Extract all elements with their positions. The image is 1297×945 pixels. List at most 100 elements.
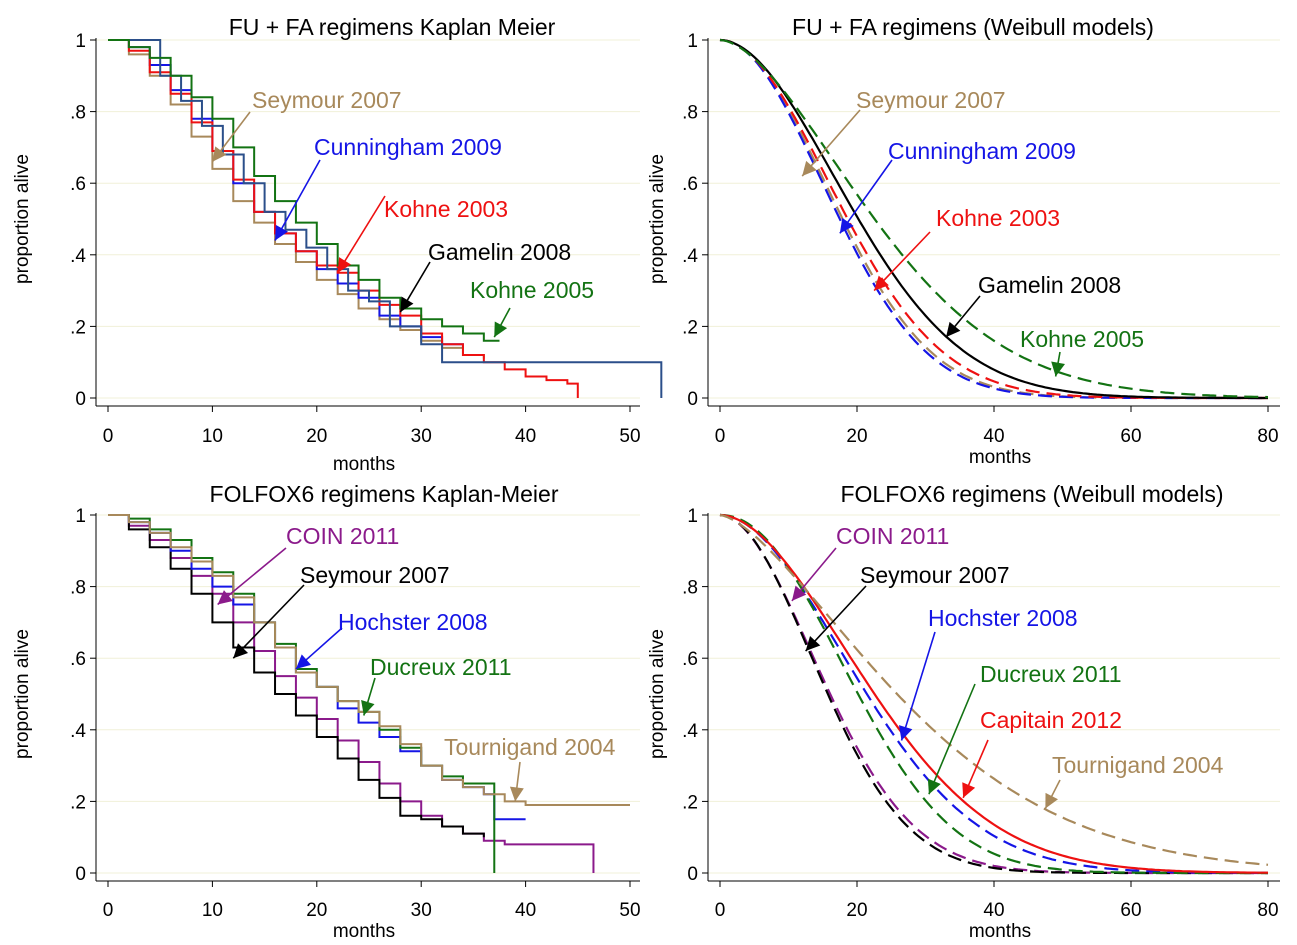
annotation-label: Seymour 2007	[252, 87, 402, 113]
x-tick-label: 50	[619, 426, 640, 447]
annotation-label: COIN 2011	[836, 523, 949, 549]
annotation-label: Kohne 2003	[936, 205, 1060, 231]
x-tick-label: 30	[411, 900, 432, 921]
y-tick-label: .2	[70, 792, 86, 813]
annotation-arrow-head	[233, 643, 249, 659]
x-tick-label: 40	[983, 426, 1004, 447]
y-tick-label: .8	[70, 578, 86, 599]
chart-title: FOLFOX6 regimens (Weibull models)	[840, 481, 1223, 507]
annotation-label: Cunningham 2009	[888, 138, 1076, 164]
annotation-arrow-head	[805, 636, 821, 652]
annotation-arrow-head	[509, 786, 524, 802]
annotation-label: Ducreux 2011	[370, 654, 512, 680]
series-curve-5	[719, 513, 1269, 866]
annotation-arrow-head	[802, 160, 817, 177]
y-tick-label: .6	[70, 174, 86, 195]
chart-panel-2: 0 .2 .4 .6 .8 1 0 20 40 60 80 FU + FA regimens (Wei…	[647, 14, 1280, 468]
x-axis-label: months	[969, 447, 1031, 468]
x-tick-label: 60	[1120, 426, 1141, 447]
y-tick-label: .2	[682, 317, 698, 338]
y-tick-label: 1	[75, 506, 86, 527]
y-tick-label: 1	[75, 31, 86, 52]
y-tick-label: .4	[682, 721, 698, 742]
annotation-arrow-head	[212, 146, 227, 162]
y-tick-label: .8	[682, 103, 698, 124]
annotation-arrow-head	[275, 224, 288, 241]
annotation-arrow-shaft	[839, 159, 893, 234]
annotation-arrow-shaft	[900, 631, 936, 741]
x-tick-label: 80	[1257, 426, 1278, 447]
annotation-arrow-head	[1045, 792, 1058, 809]
series-curve-1	[719, 513, 1268, 875]
annotation-arrow-shaft	[336, 195, 386, 274]
y-axis-label: proportion alive	[647, 629, 668, 759]
y-tick-label: .6	[682, 649, 698, 670]
annotation-label: Hochster 2008	[928, 605, 1078, 631]
y-tick-label: .6	[70, 649, 86, 670]
x-axis-label: months	[333, 921, 395, 940]
annotation-label: Kohne 2005	[470, 277, 594, 303]
annotation-label: Seymour 2007	[860, 562, 1010, 588]
y-tick-label: .8	[682, 578, 698, 599]
y-tick-label: .4	[70, 721, 86, 742]
x-tick-label: 50	[619, 900, 640, 921]
chart-panel-4: 0 .2 .4 .6 .8 1 0 20 40 60 80 FOLFOX6 regimens (Wei…	[647, 481, 1280, 942]
annotation-label: Seymour 2007	[300, 562, 450, 588]
annotation-label: Tournigand 2004	[1052, 752, 1224, 778]
annotation-label: Hochster 2008	[338, 609, 488, 635]
annotation-arrow-head	[874, 275, 889, 291]
series-curve-4	[719, 513, 1268, 874]
y-tick-label: .2	[682, 792, 698, 813]
annotation-arrow-head	[791, 585, 807, 601]
y-axis-label: proportion alive	[12, 154, 33, 284]
x-tick-label: 40	[515, 426, 536, 447]
annotation-arrow-head	[946, 321, 961, 338]
annotation-arrow-shaft	[232, 584, 305, 659]
series-line-3	[108, 39, 663, 398]
annotation-arrow-head	[361, 700, 375, 716]
y-axis-label: proportion alive	[647, 154, 668, 284]
annotation-arrow-head	[400, 296, 414, 313]
y-axis-label: proportion alive	[12, 629, 33, 759]
y-tick-label: 1	[687, 31, 698, 52]
annotation-arrow-head	[898, 725, 913, 741]
y-tick-label: .2	[70, 317, 86, 338]
x-tick-label: 0	[103, 900, 114, 921]
series-curve-3	[719, 38, 1268, 400]
y-tick-label: .4	[70, 246, 86, 267]
annotation-label: Gamelin 2008	[428, 239, 571, 265]
x-tick-label: 20	[306, 426, 327, 447]
x-tick-label: 20	[846, 900, 867, 921]
annotation-arrow-shaft	[217, 547, 287, 606]
x-tick-label: 80	[1257, 900, 1278, 921]
annotation-arrow-head	[1051, 361, 1065, 377]
annotation-arrow-head	[962, 782, 976, 798]
x-tick-label: 0	[715, 900, 726, 921]
x-tick-label: 0	[715, 426, 726, 447]
y-tick-label: .4	[682, 246, 698, 267]
annotation-label: Gamelin 2008	[978, 272, 1121, 298]
x-tick-label: 40	[515, 900, 536, 921]
annotation-label: Tournigand 2004	[444, 734, 616, 760]
x-tick-label: 10	[202, 900, 223, 921]
annotation-arrow-head	[217, 590, 233, 605]
x-axis-label: months	[333, 454, 395, 475]
x-axis-label: months	[969, 921, 1031, 940]
annotation-label: Capitain 2012	[980, 707, 1122, 733]
series-line-1	[108, 514, 485, 838]
x-tick-label: 60	[1120, 900, 1141, 921]
chart-title: FU + FA regimens Kaplan Meier	[229, 14, 556, 40]
annotation-arrow-shaft	[274, 159, 321, 241]
y-tick-label: .8	[70, 103, 86, 124]
x-tick-label: 0	[103, 426, 114, 447]
annotation-label: Cunningham 2009	[314, 134, 502, 160]
y-tick-label: .6	[682, 174, 698, 195]
series-curve-4	[719, 38, 1269, 399]
x-tick-label: 30	[411, 426, 432, 447]
annotation-label: Seymour 2007	[856, 87, 1006, 113]
y-tick-label: 0	[687, 389, 698, 410]
annotation-arrow-head	[337, 257, 351, 273]
